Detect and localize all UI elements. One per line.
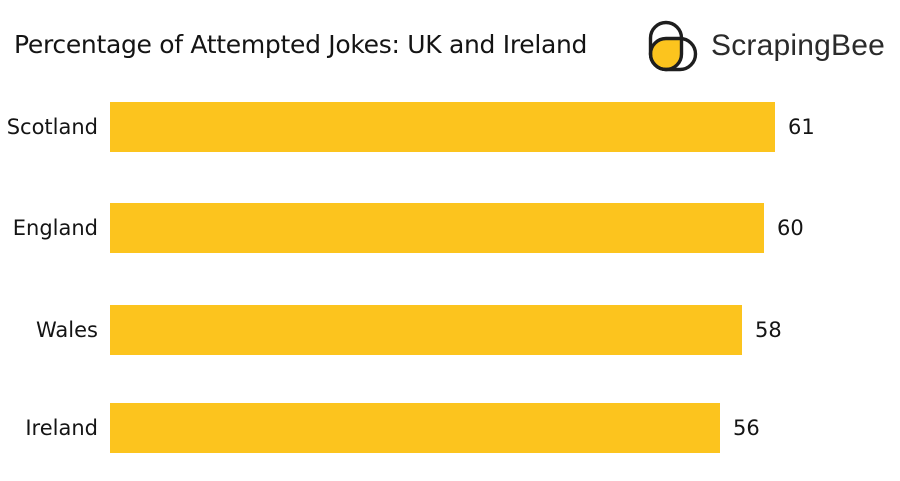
bar <box>110 203 764 253</box>
value-label: 56 <box>733 416 760 440</box>
value-label: 60 <box>777 216 804 240</box>
scrapingbee-bee-icon <box>648 20 698 72</box>
bee-icon-yellow-body <box>650 38 682 70</box>
bar-row: Ireland 56 <box>0 403 900 453</box>
bar <box>110 102 775 152</box>
value-label: 58 <box>755 318 782 342</box>
scrapingbee-logo: ScrapingBee <box>648 20 885 72</box>
chart-title: Percentage of Attempted Jokes: UK and Ir… <box>14 30 588 59</box>
bar <box>110 305 742 355</box>
bar-row: Scotland 61 <box>0 102 900 152</box>
value-label: 61 <box>788 115 815 139</box>
bee-icon-horizontal-pill <box>648 36 698 72</box>
category-label: Wales <box>36 318 98 342</box>
category-label: Scotland <box>6 115 98 139</box>
category-label: England <box>12 216 98 240</box>
bar-row: Wales 58 <box>0 305 900 355</box>
bar-row: England 60 <box>0 203 900 253</box>
category-label: Ireland <box>25 416 98 440</box>
bar <box>110 403 720 453</box>
scrapingbee-brand-text: ScrapingBee <box>711 29 885 62</box>
